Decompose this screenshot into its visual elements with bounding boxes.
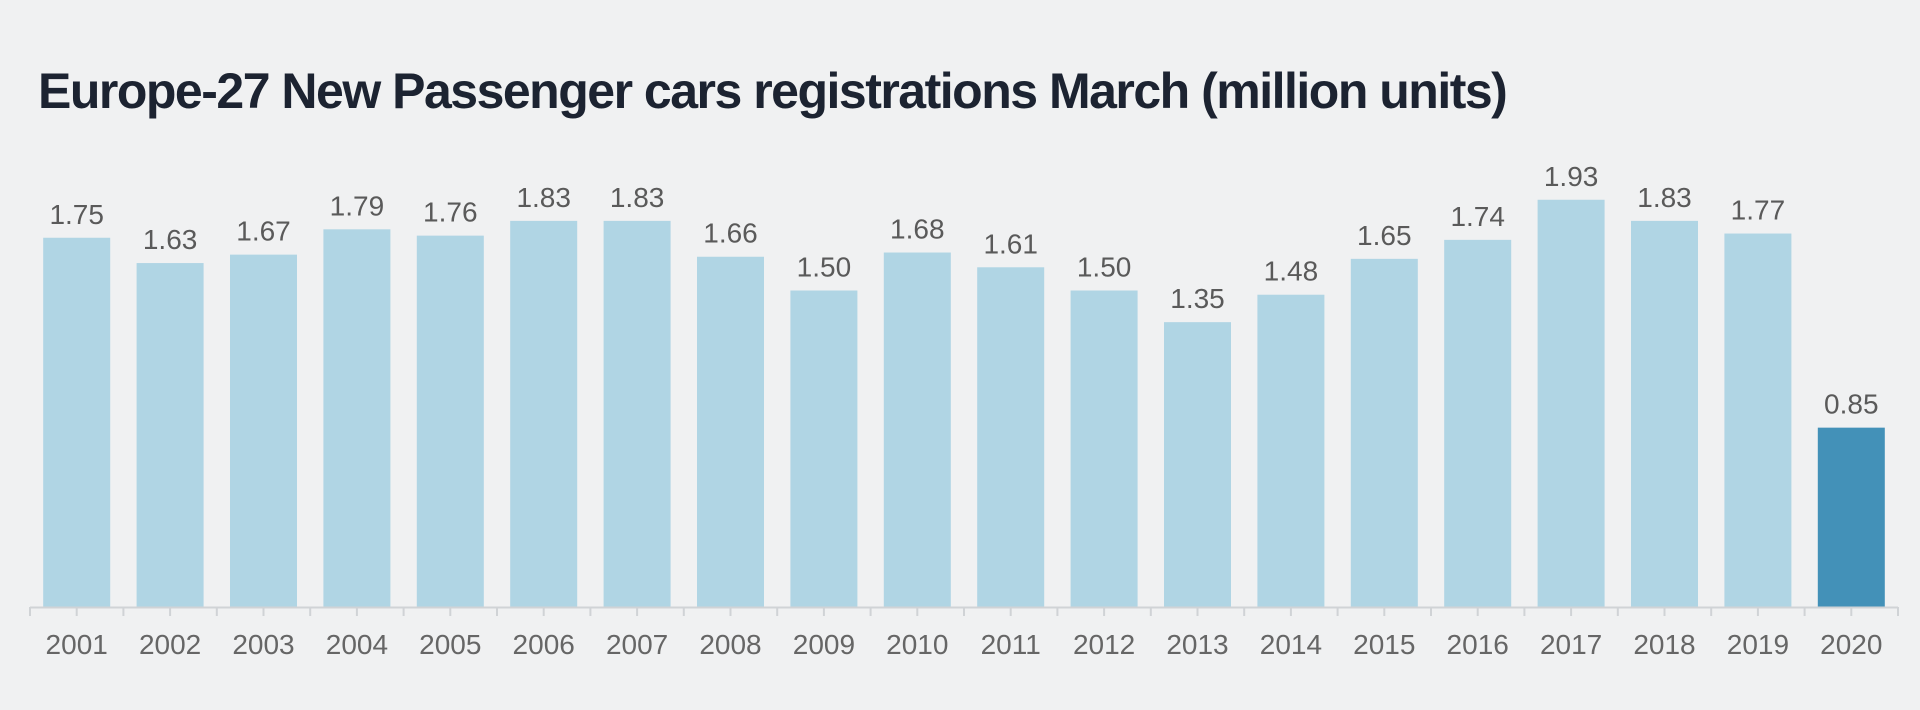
bar-2005 <box>416 235 484 607</box>
value-label-2004: 1.79 <box>330 190 385 221</box>
bar-2020 <box>1817 427 1885 607</box>
bar-2016 <box>1444 239 1512 608</box>
value-label-2017: 1.93 <box>1544 161 1599 192</box>
value-label-2002: 1.63 <box>143 224 198 255</box>
x-tick-label-2012: 2012 <box>1073 629 1135 660</box>
x-tick-label-2008: 2008 <box>699 629 761 660</box>
bar-2010 <box>883 252 951 607</box>
value-label-2009: 1.50 <box>797 252 852 283</box>
x-tick-label-2016: 2016 <box>1447 629 1509 660</box>
bar-2004 <box>323 229 391 607</box>
bar-2002 <box>136 263 204 607</box>
bar-2018 <box>1631 220 1698 607</box>
value-label-2001: 1.75 <box>49 199 104 230</box>
bar-2011 <box>977 267 1045 607</box>
bar-2017 <box>1537 199 1605 607</box>
x-tick-label-2020: 2020 <box>1820 629 1882 660</box>
value-label-2006: 1.83 <box>516 182 571 213</box>
x-tick-label-2013: 2013 <box>1166 629 1228 660</box>
bar-2014 <box>1257 294 1325 607</box>
x-tick-label-2002: 2002 <box>139 629 201 660</box>
bar-2013 <box>1164 322 1231 607</box>
value-label-2015: 1.65 <box>1357 220 1412 251</box>
chart-title: Europe-27 New Passenger cars registratio… <box>38 63 1508 119</box>
value-label-2013: 1.35 <box>1170 283 1225 314</box>
value-label-2011: 1.61 <box>983 228 1038 259</box>
x-tick-label-2003: 2003 <box>232 629 294 660</box>
x-tick-label-2007: 2007 <box>606 629 668 660</box>
value-label-2007: 1.83 <box>610 182 665 213</box>
value-label-2019: 1.77 <box>1731 195 1786 226</box>
x-tick-label-2001: 2001 <box>46 629 108 660</box>
value-label-2005: 1.76 <box>423 197 478 228</box>
x-tick-label-2015: 2015 <box>1353 629 1415 660</box>
value-label-2008: 1.66 <box>703 218 758 249</box>
value-label-2003: 1.67 <box>236 216 291 247</box>
bar-2008 <box>697 256 764 607</box>
x-tick-label-2006: 2006 <box>513 629 575 660</box>
x-tick-label-2011: 2011 <box>981 629 1041 660</box>
value-label-2016: 1.74 <box>1450 201 1505 232</box>
bar-2012 <box>1070 290 1138 607</box>
x-tick-label-2009: 2009 <box>793 629 855 660</box>
value-label-2010: 1.68 <box>890 214 945 245</box>
value-label-2012: 1.50 <box>1077 252 1132 283</box>
bar-2015 <box>1350 258 1418 607</box>
bar-2001 <box>43 237 111 607</box>
x-tick-label-2017: 2017 <box>1540 629 1602 660</box>
bar-2009 <box>790 290 858 607</box>
value-label-2018: 1.83 <box>1637 182 1692 213</box>
x-tick-label-2005: 2005 <box>419 629 481 660</box>
x-tick-label-2018: 2018 <box>1633 629 1695 660</box>
x-tick-label-2010: 2010 <box>886 629 948 660</box>
bar-2006 <box>510 220 578 607</box>
value-label-2014: 1.48 <box>1264 256 1319 287</box>
x-tick-label-2019: 2019 <box>1727 629 1789 660</box>
x-tick-label-2004: 2004 <box>326 629 388 660</box>
bar-2019 <box>1724 233 1792 607</box>
bar-2007 <box>603 220 671 607</box>
bar-2003 <box>230 254 297 607</box>
value-label-2020: 0.85 <box>1824 389 1879 420</box>
x-tick-label-2014: 2014 <box>1260 629 1322 660</box>
